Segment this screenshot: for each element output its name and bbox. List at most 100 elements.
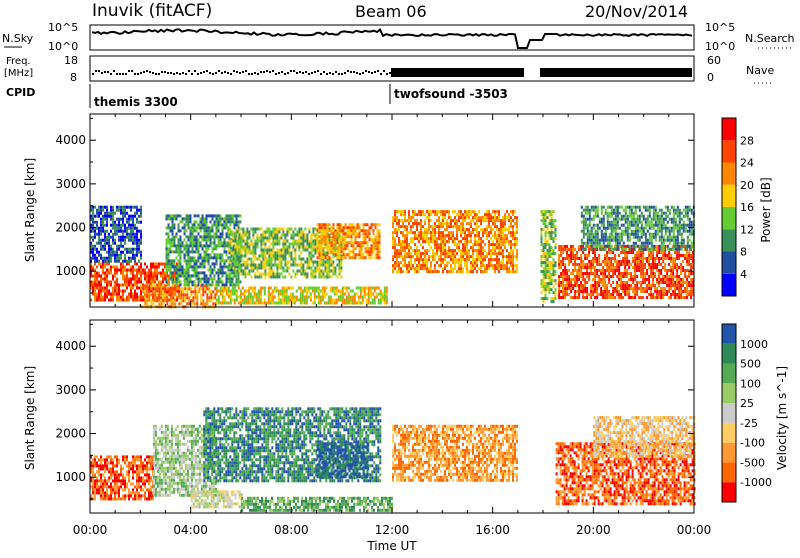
heatmap-cell: [662, 296, 664, 299]
heatmap-cell: [361, 250, 363, 253]
heatmap-cell: [186, 235, 188, 238]
heatmap-cell: [432, 210, 434, 213]
heatmap-cell: [248, 264, 250, 267]
heatmap-cell: [248, 296, 250, 299]
heatmap-cell: [612, 293, 614, 296]
heatmap-cell: [110, 245, 112, 248]
heatmap-cell: [308, 261, 310, 264]
heatmap-cell: [418, 270, 420, 273]
heatmap-cell: [202, 299, 204, 302]
heatmap-cell: [392, 216, 394, 219]
heatmap-cell: [174, 250, 176, 253]
heatmap-cell: [244, 231, 246, 234]
heatmap-cell: [120, 224, 122, 227]
heatmap-cell: [254, 276, 256, 279]
heatmap-cell: [232, 280, 234, 283]
heatmap-cell: [98, 299, 100, 302]
heatmap-cell: [588, 278, 590, 281]
heatmap-cell: [312, 255, 314, 258]
heatmap-cell: [312, 234, 314, 237]
heatmap-cell: [240, 267, 242, 270]
heatmap-cell: [357, 241, 359, 244]
heatmap-cell: [422, 258, 424, 261]
heatmap-cell: [506, 216, 508, 219]
heatmap-cell: [466, 246, 468, 249]
heatmap-cell: [94, 290, 96, 293]
heatmap-cell: [94, 248, 96, 251]
heatmap-cell: [416, 267, 418, 270]
freq-sample: [347, 70, 349, 72]
heatmap-cell: [602, 296, 604, 299]
heatmap-cell: [638, 281, 640, 284]
heatmap-cell: [160, 284, 162, 287]
heatmap-cell: [660, 281, 662, 284]
heatmap-cell: [410, 228, 412, 231]
heatmap-cell: [326, 302, 328, 305]
heatmap-cell: [648, 257, 650, 260]
heatmap-cell: [270, 258, 272, 261]
heatmap-cell: [194, 226, 196, 229]
heatmap-cell: [170, 241, 172, 244]
heatmap-cell: [212, 280, 214, 283]
heatmap-cell: [178, 271, 180, 274]
heatmap-cell: [368, 287, 370, 290]
heatmap-cell: [242, 255, 244, 258]
heatmap-cell: [560, 281, 562, 284]
heatmap-cell: [436, 210, 438, 213]
heatmap-cell: [132, 218, 134, 221]
heatmap-cell: [318, 264, 320, 267]
heatmap-cell: [353, 250, 355, 253]
heatmap-cell: [456, 237, 458, 240]
heatmap-cell: [198, 283, 200, 286]
heatmap-cell: [276, 255, 278, 258]
heatmap-cell: [120, 257, 122, 260]
heatmap-cell: [126, 296, 128, 299]
heatmap-cell: [248, 243, 250, 246]
heatmap-cell: [335, 229, 337, 232]
heatmap-cell: [664, 275, 666, 278]
heatmap-cell: [606, 260, 608, 263]
heatmap-cell: [300, 287, 302, 290]
heatmap-cell: [170, 265, 172, 268]
heatmap-cell: [234, 226, 236, 229]
heatmap-cell: [553, 210, 555, 213]
heatmap-cell: [379, 232, 381, 235]
heatmap-cell: [168, 287, 170, 290]
heatmap-cell: [384, 287, 386, 290]
heatmap-cell: [574, 278, 576, 281]
heatmap-cell: [262, 252, 264, 255]
heatmap-cell: [290, 296, 292, 299]
heatmap-cell: [150, 272, 152, 275]
heatmap-cell: [644, 257, 646, 260]
figure-canvas: Inuvik (fitACF) Beam 06 20/Nov/2014 N.Sk…: [0, 0, 800, 554]
heatmap-cell: [610, 284, 612, 287]
freq-sample: [155, 73, 157, 75]
freq-sample: [281, 71, 283, 73]
heatmap-cell: [120, 254, 122, 257]
heatmap-cell: [430, 240, 432, 243]
heatmap-cell: [140, 215, 142, 218]
heatmap-cell: [545, 258, 547, 261]
heatmap-cell: [336, 290, 338, 293]
heatmap-cell: [464, 246, 466, 249]
heatmap-cell: [96, 293, 98, 296]
heatmap-cell: [426, 228, 428, 231]
heatmap-cell: [624, 254, 626, 257]
heatmap-cell: [644, 272, 646, 275]
heatmap-cell: [456, 258, 458, 261]
heatmap-cell: [102, 248, 104, 251]
heatmap-cell: [361, 256, 363, 259]
heatmap-cell: [616, 266, 618, 269]
heatmap-cell: [104, 278, 106, 281]
heatmap-cell: [184, 253, 186, 256]
heatmap-cell: [404, 261, 406, 264]
heatmap-cell: [464, 213, 466, 216]
heatmap-cell: [359, 232, 361, 235]
heatmap-cell: [352, 302, 354, 305]
heatmap-cell: [310, 267, 312, 270]
heatmap-cell: [268, 234, 270, 237]
heatmap-cell: [317, 250, 319, 253]
heatmap-cell: [452, 252, 454, 255]
heatmap-cell: [562, 251, 564, 254]
freq-sample: [173, 73, 175, 75]
